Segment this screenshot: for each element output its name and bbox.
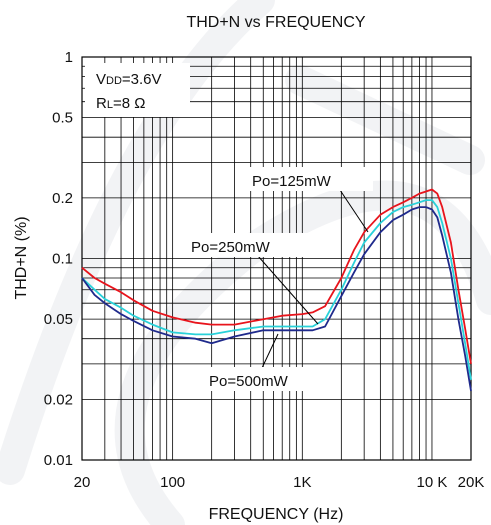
condition-vdd: VDD=3.6V [96, 71, 162, 88]
x-tick-label: 20 [74, 474, 91, 491]
y-tick-label: 0.01 [44, 452, 73, 469]
vdd-main: V [96, 71, 106, 88]
condition-rl: RL=8 Ω [96, 95, 145, 112]
grid [81, 56, 472, 461]
x-tick-label: 10 K [417, 474, 448, 491]
x-tick-label: 100 [160, 474, 185, 491]
rl-value: =8 Ω [113, 95, 145, 112]
plot-frame [81, 56, 472, 461]
vdd-value: =3.6V [122, 71, 162, 88]
annotation-500-box [205, 367, 333, 391]
y-tick-label: 0.5 [52, 110, 73, 127]
conditions-box [85, 63, 190, 117]
tick-labels: 20 100 1K 10 K 20K 1 0.5 0.2 0.1 0.05 0.02 0.01 [44, 49, 485, 491]
rl-sub: L [107, 99, 113, 111]
x-tick-label: 1K [293, 474, 311, 491]
annotation-250-box [187, 233, 315, 257]
annotation-500-leader [261, 333, 279, 369]
x-axis-label: FREQUENCY (Hz) [209, 506, 344, 523]
annotation-125-leader [339, 189, 369, 233]
annotation-250-leader [257, 255, 319, 325]
series-layer [81, 188, 472, 392]
series-line-1 [81, 188, 472, 365]
series-line-3 [81, 206, 472, 392]
annotation-125-box [248, 167, 373, 191]
y-tick-label: 1 [65, 49, 73, 66]
annotation-125: Po=125mW [252, 173, 332, 190]
x-tick-label: 20K [458, 474, 485, 491]
annotation-250: Po=250mW [191, 239, 271, 256]
rl-main: R [96, 95, 107, 112]
y-axis-label: THD+N (%) [13, 216, 30, 299]
vdd-sub: DD [106, 75, 122, 87]
y-tick-label: 0.2 [52, 190, 73, 207]
series-line-2 [81, 199, 472, 380]
chart-title: THD+N vs FREQUENCY [186, 14, 365, 31]
y-tick-label: 0.05 [44, 311, 73, 328]
annotation-500: Po=500mW [209, 373, 289, 390]
y-tick-label: 0.1 [52, 251, 73, 268]
y-tick-label: 0.02 [44, 391, 73, 408]
